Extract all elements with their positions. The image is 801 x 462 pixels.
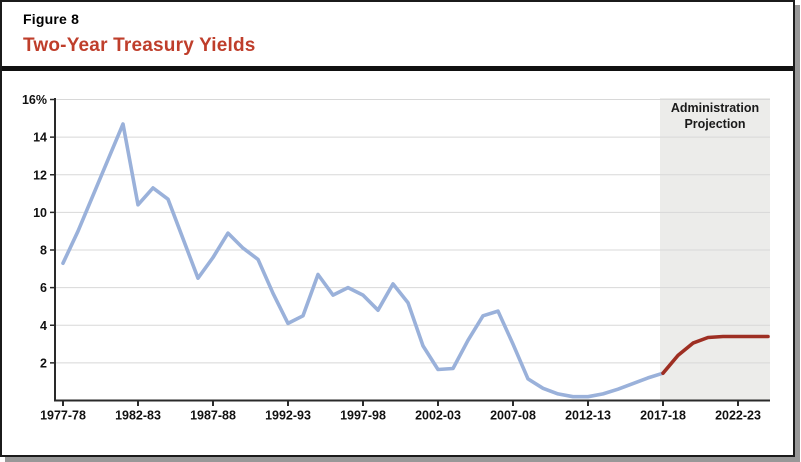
- y-axis-label: 4: [40, 319, 47, 333]
- projection-line: [661, 334, 770, 376]
- y-axis-label: 14: [33, 131, 47, 145]
- x-axis-label: 2002-03: [415, 409, 461, 423]
- axes: [54, 98, 770, 402]
- x-axis-label: 1977-78: [40, 409, 86, 423]
- projection-region: [660, 98, 770, 401]
- x-axis-label: 2017-18: [640, 409, 686, 423]
- y-axis-label: 12: [33, 168, 47, 182]
- figure-header: Figure 8 Two-Year Treasury Yields: [23, 11, 256, 57]
- historical-line: [61, 122, 665, 399]
- x-axis-label: 1982-83: [115, 409, 161, 423]
- x-axis-label: 1997-98: [340, 409, 386, 423]
- header-divider: [2, 66, 793, 71]
- x-axis-label: 1987-88: [190, 409, 236, 423]
- chart-area: Administration Projection 2 4 6 8 10 12 14 16% 197…: [2, 2, 793, 455]
- y-axis-label: 2: [40, 356, 47, 370]
- x-axis-label: 2007-08: [490, 409, 536, 423]
- x-axis-label: 2022-23: [715, 409, 761, 423]
- projection-region-label: Administration: [671, 101, 759, 115]
- y-axis-label: 6: [40, 281, 47, 295]
- y-axis-label: 10: [33, 206, 47, 220]
- projection-region-label: Projection: [684, 117, 745, 131]
- y-axis-label: 16%: [22, 93, 47, 107]
- figure-label: Figure 8: [23, 11, 80, 27]
- treasury-yields-chart: Administration Projection 2 4 6 8 10 12 14 16% 197…: [22, 93, 770, 423]
- figure-title: Two-Year Treasury Yields: [23, 35, 256, 56]
- x-axis-label: 1992-93: [265, 409, 311, 423]
- y-axis-label: 8: [40, 244, 47, 258]
- x-axis-label: 2012-13: [565, 409, 611, 423]
